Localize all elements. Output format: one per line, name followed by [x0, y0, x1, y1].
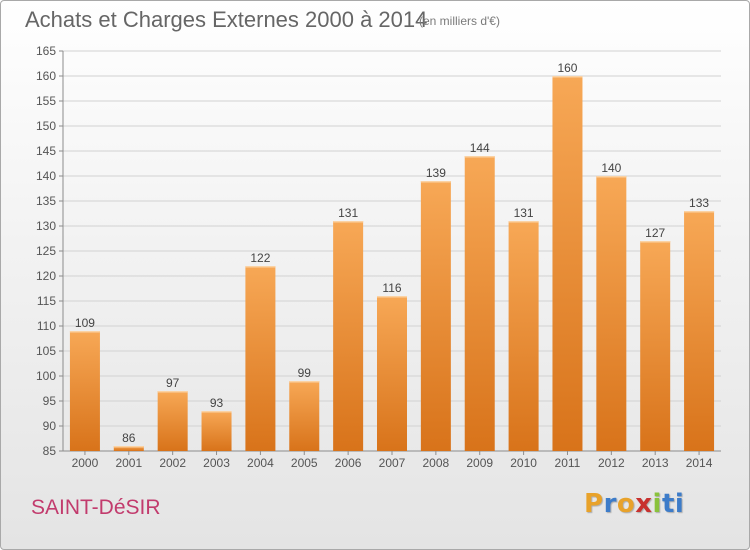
y-tick-label: 155: [36, 94, 56, 108]
brand-letter: i: [652, 489, 662, 519]
x-tick-label: 2000: [72, 456, 99, 470]
y-tick-label: 145: [36, 144, 56, 158]
data-label-2005: 99: [298, 366, 312, 380]
bar-2002: [157, 391, 188, 451]
chart-title: Achats et Charges Externes 2000 à 2014: [25, 7, 428, 32]
y-tick-label: 120: [36, 269, 56, 283]
bar-2010: [508, 221, 539, 451]
y-tick-label: 165: [36, 44, 56, 58]
data-label-2007: 116: [382, 281, 401, 295]
bar-2009: [464, 156, 495, 451]
y-tick-label: 110: [37, 319, 56, 333]
data-label-2009: 144: [470, 141, 490, 155]
chart-subtitle: (en milliers d'€): [419, 14, 500, 28]
data-label-2010: 131: [514, 206, 534, 220]
bar-top-highlight: [596, 176, 627, 178]
y-tick-label: 125: [36, 244, 56, 258]
bar-2014: [684, 211, 715, 451]
x-tick-label: 2008: [423, 456, 450, 470]
bar-2006: [333, 221, 364, 451]
brand-letter: o: [616, 489, 636, 519]
x-axis-ticks: 2000 2001 2002 2003 2004 2005 2006 2007 2008 2009…: [72, 456, 713, 470]
brand-letter: r: [603, 489, 617, 519]
data-label-2014: 133: [689, 196, 709, 210]
bar-top-highlight: [333, 221, 364, 223]
data-label-2006: 131: [338, 206, 358, 220]
bar-2008: [420, 181, 451, 451]
x-tick-label: 2005: [291, 456, 318, 470]
x-tick-label: 2002: [159, 456, 186, 470]
bar-top-highlight: [508, 221, 539, 223]
x-tick-label: 2014: [686, 456, 713, 470]
y-tick-label: 100: [36, 369, 56, 383]
bar-top-highlight: [289, 381, 320, 383]
brand-letter: x: [635, 489, 653, 519]
x-tick-label: 2010: [510, 456, 537, 470]
x-tick-label: 2009: [466, 456, 493, 470]
bar-top-highlight: [245, 266, 276, 268]
x-tick-label: 2006: [335, 456, 362, 470]
y-tick-label: 150: [36, 119, 56, 133]
bar-2003: [201, 411, 232, 451]
bar-2007: [377, 296, 407, 451]
data-label-2002: 97: [166, 376, 180, 390]
brand-logo: Proxiti: [584, 489, 684, 519]
y-tick-label: 160: [36, 69, 56, 83]
brand-letter: t: [661, 489, 675, 519]
data-label-2008: 139: [426, 166, 446, 180]
bar-top-highlight: [464, 156, 495, 158]
x-tick-label: 2012: [598, 456, 625, 470]
y-tick-label: 130: [36, 219, 56, 233]
bar-top-highlight: [420, 181, 451, 183]
y-tick-label: 85: [43, 444, 57, 458]
bar-top-highlight: [640, 241, 671, 243]
y-tick-label: 140: [36, 169, 56, 183]
bar-2004: [245, 266, 276, 451]
bar-2013: [640, 241, 671, 451]
data-label-2011: 160: [557, 61, 577, 75]
bars: [69, 76, 715, 451]
x-tick-label: 2013: [642, 456, 669, 470]
data-label-2004: 122: [250, 251, 270, 265]
y-tick-label: 115: [37, 294, 56, 308]
x-tick-label: 2003: [203, 456, 230, 470]
x-tick-label: 2004: [247, 456, 274, 470]
y-axis-ticks: 85 90 95 100 105 110 115 120 125 130 135 140 145 150 1…: [36, 44, 56, 458]
data-label-2003: 93: [210, 396, 224, 410]
bar-top-highlight: [552, 76, 583, 78]
brand-letter: P: [584, 489, 604, 519]
x-tick-label: 2007: [379, 456, 406, 470]
bar-top-highlight: [684, 211, 715, 213]
brand-letter: i: [674, 489, 685, 519]
y-tick-label: 105: [36, 344, 56, 358]
y-tick-label: 90: [43, 419, 57, 433]
data-label-2001: 86: [122, 431, 136, 445]
y-tick-label: 95: [43, 394, 57, 408]
data-label-2012: 140: [601, 161, 621, 175]
commune-name: SAINT-DéSIR: [31, 496, 161, 519]
data-label-2013: 127: [645, 226, 665, 240]
bar-top-highlight: [157, 391, 188, 393]
data-labels: 109 86 97 93 122 99 131 116 139 144 131 160 140 127 13…: [75, 61, 709, 445]
bar-top-highlight: [377, 296, 407, 298]
x-tick-label: 2011: [555, 456, 581, 470]
bar-2005: [289, 381, 320, 451]
data-label-2000: 109: [75, 316, 95, 330]
bar-2000: [69, 331, 100, 451]
bar-top-highlight: [113, 446, 144, 448]
x-tick-label: 2001: [115, 456, 142, 470]
bar-top-highlight: [69, 331, 100, 333]
bar-2001: [113, 446, 144, 451]
bar-2011: [552, 76, 583, 451]
y-tick-label: 135: [36, 194, 56, 208]
bar-2012: [596, 176, 627, 451]
bar-top-highlight: [201, 411, 232, 413]
